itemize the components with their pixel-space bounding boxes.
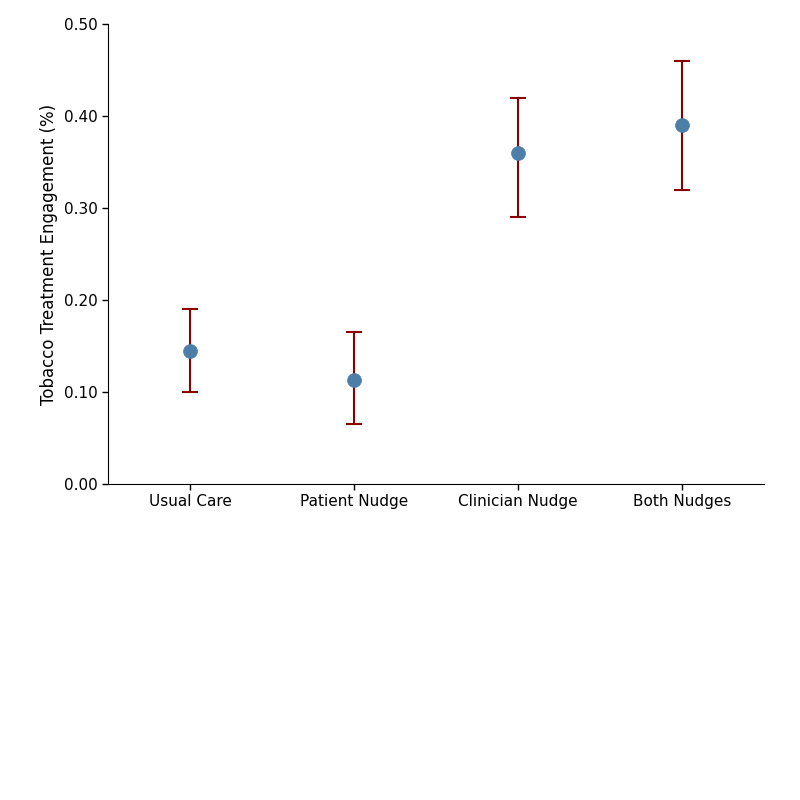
Y-axis label: Tobacco Treatment Engagement (%): Tobacco Treatment Engagement (%) [40,103,58,405]
